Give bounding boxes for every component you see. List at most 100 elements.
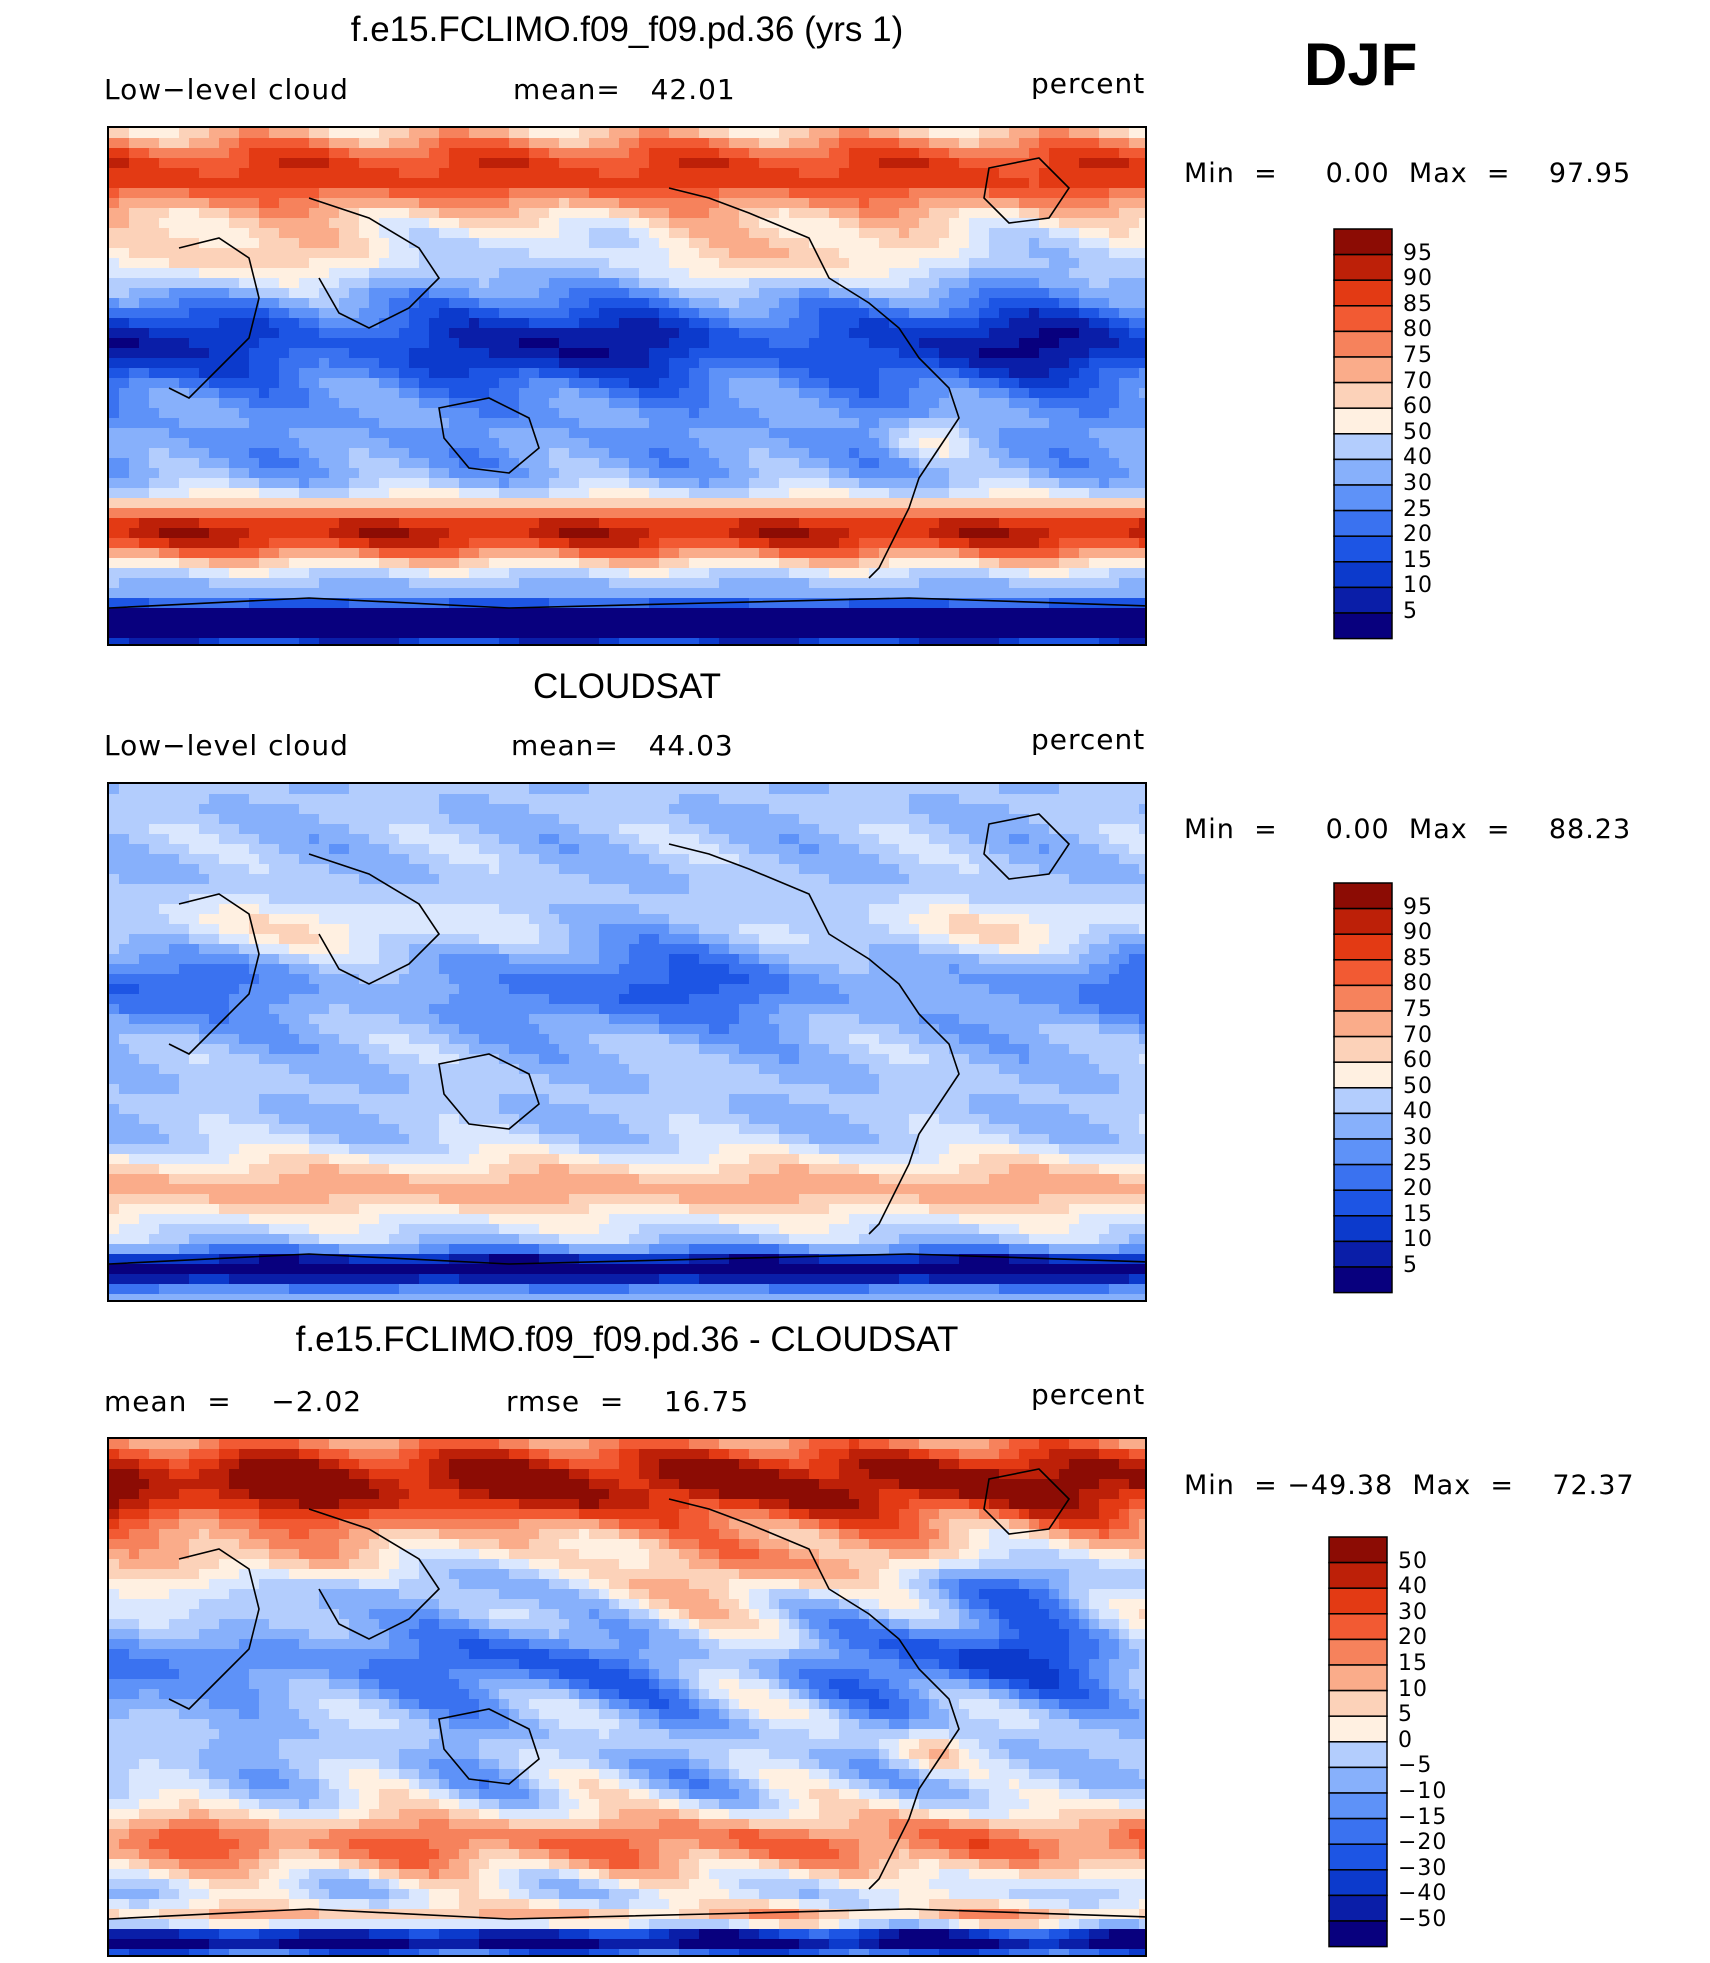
colorbar-tick-label: 80	[1403, 971, 1433, 997]
panel2-variable-label: Low−level cloud	[104, 729, 349, 762]
panel3-colorbar: 50 40 30 20 15 10 5 0 −5 −10 −15 −20 −30 −40 −50	[1328, 1536, 1446, 1952]
colorbar-box	[1328, 1689, 1388, 1717]
coastline	[668, 843, 960, 1235]
colorbar-tick-label: 40	[1398, 1574, 1428, 1600]
colorbar-box	[1328, 1536, 1388, 1564]
colorbar-box	[1333, 882, 1393, 910]
panel2-title: CLOUDSAT	[533, 667, 721, 706]
panel1-variable-label: Low−level cloud	[104, 73, 349, 106]
panel3-max-label: Max = 72.37	[1412, 1470, 1635, 1501]
colorbar-box	[1333, 433, 1393, 461]
colorbar-tick-label: −5	[1398, 1753, 1433, 1779]
colorbar-tick-label: 15	[1403, 547, 1433, 573]
panel1-units-label: percent	[1031, 67, 1146, 100]
field-cells	[109, 1439, 1145, 1955]
colorbar-tick-label: 5	[1403, 1253, 1418, 1278]
colorbar-tick-label: −40	[1398, 1881, 1448, 1907]
colorbar-box	[1328, 1715, 1388, 1743]
season-label: DJF	[1304, 31, 1418, 98]
panel1-mean-label: mean= 42.01	[513, 73, 736, 106]
colorbar-box	[1328, 1613, 1388, 1641]
colorbar-tick-label: 50	[1403, 419, 1433, 445]
colorbar-tick-label: 30	[1398, 1599, 1428, 1625]
panel3-mean-label: mean = −2.02	[104, 1385, 363, 1418]
colorbar-tick-label: 85	[1403, 945, 1433, 971]
colorbar-tick-label: 20	[1403, 1176, 1433, 1202]
colorbar-box	[1328, 1587, 1388, 1615]
panel2-colorbar: 95 90 85 80 75 70 60 50 40 30 25 20 15 10 5	[1333, 882, 1432, 1298]
colorbar-box	[1328, 1638, 1388, 1666]
colorbar-box	[1333, 407, 1393, 435]
panel3-map	[107, 1437, 1147, 1957]
panel3-map-field	[109, 1439, 1145, 1955]
colorbar-tick-label: −15	[1398, 1804, 1448, 1830]
colorbar-box	[1333, 984, 1393, 1012]
colorbar-tick-label: 20	[1398, 1625, 1428, 1651]
colorbar-boxes	[1333, 882, 1393, 1294]
coastline	[308, 197, 441, 329]
colorbar-box	[1328, 1869, 1388, 1897]
coastline	[438, 397, 540, 474]
colorbar-box	[1333, 1240, 1393, 1268]
colorbar-box	[1333, 305, 1393, 333]
colorbar-tick-label: 80	[1403, 317, 1433, 343]
colorbar-tick-label: −50	[1398, 1907, 1448, 1932]
colorbar-tick-label: 10	[1403, 1227, 1433, 1253]
coastline	[168, 1548, 260, 1710]
coastline	[109, 1908, 1145, 1920]
colorbar-tick-label: −10	[1398, 1779, 1448, 1804]
colorbar-tick-label: 25	[1403, 496, 1433, 522]
colorbar-box	[1333, 561, 1393, 589]
panel2-min-label: Min = 0.00	[1184, 814, 1390, 845]
colorbar-box	[1333, 1112, 1393, 1140]
coastline	[168, 893, 260, 1055]
panel2-map-field	[109, 784, 1145, 1300]
colorbar-box	[1333, 933, 1393, 961]
colorbar-tick-label: 25	[1403, 1150, 1433, 1176]
panel2-minmax: Min = 0.00 Max = 88.23	[1184, 814, 1631, 845]
colorbar-tick-label: 30	[1403, 1125, 1433, 1150]
colorbar-tick-label: 40	[1403, 1099, 1433, 1125]
coastline	[983, 1468, 1071, 1535]
panel1-colorbar: 95 90 85 80 75 70 60 50 40 30 25 20 15 10 5	[1333, 228, 1432, 644]
panel1-title: f.e15.FCLIMO.f09_f09.pd.36 (yrs 1)	[350, 10, 904, 49]
colorbar-box	[1333, 1266, 1393, 1294]
colorbar-tick-label: 20	[1403, 522, 1433, 548]
panel1-map-field	[109, 128, 1145, 644]
colorbar-box	[1333, 1087, 1393, 1115]
panel1-minmax: Min = 0.00 Max = 97.95	[1184, 158, 1631, 189]
panel2-map	[107, 782, 1147, 1302]
colorbar-tick-label: 40	[1403, 445, 1433, 471]
colorbar-box	[1328, 1741, 1388, 1769]
panel3-units-label: percent	[1031, 1378, 1146, 1411]
coastline	[109, 597, 1145, 609]
colorbar-box	[1333, 586, 1393, 614]
colorbar-box	[1328, 1817, 1388, 1845]
panel3-title: f.e15.FCLIMO.f09_f09.pd.36 - CLOUDSAT	[295, 1320, 959, 1359]
coastline	[668, 187, 960, 579]
colorbar-box	[1333, 509, 1393, 537]
colorbar-tick-label: 95	[1403, 894, 1433, 920]
coastline	[308, 853, 441, 985]
colorbar-box	[1328, 1792, 1388, 1820]
colorbar-box	[1328, 1894, 1388, 1922]
panel3-minmax: Min = −49.38 Max = 72.37	[1184, 1470, 1635, 1501]
colorbar-tick-label: 60	[1403, 394, 1433, 420]
colorbar-box	[1333, 330, 1393, 358]
field-cells	[109, 784, 1145, 1300]
panel2-mean-label: mean= 44.03	[511, 729, 734, 762]
colorbar-box	[1333, 535, 1393, 563]
panel3-rmse-label: rmse = 16.75	[506, 1385, 750, 1418]
colorbar-box	[1328, 1561, 1388, 1589]
colorbar-tick-label: 0	[1398, 1727, 1413, 1753]
colorbar-tick-label: 15	[1398, 1651, 1428, 1676]
panel2-max-label: Max = 88.23	[1408, 814, 1632, 845]
colorbar-tick-label: 70	[1403, 368, 1433, 394]
colorbar-box	[1333, 381, 1393, 409]
panel1-map	[107, 126, 1147, 646]
colorbar-tick-label: 70	[1403, 1022, 1433, 1048]
colorbar-box	[1333, 1189, 1393, 1217]
coastline	[438, 1053, 540, 1130]
coastline	[109, 1253, 1145, 1265]
colorbar-tick-label: 10	[1398, 1676, 1428, 1702]
